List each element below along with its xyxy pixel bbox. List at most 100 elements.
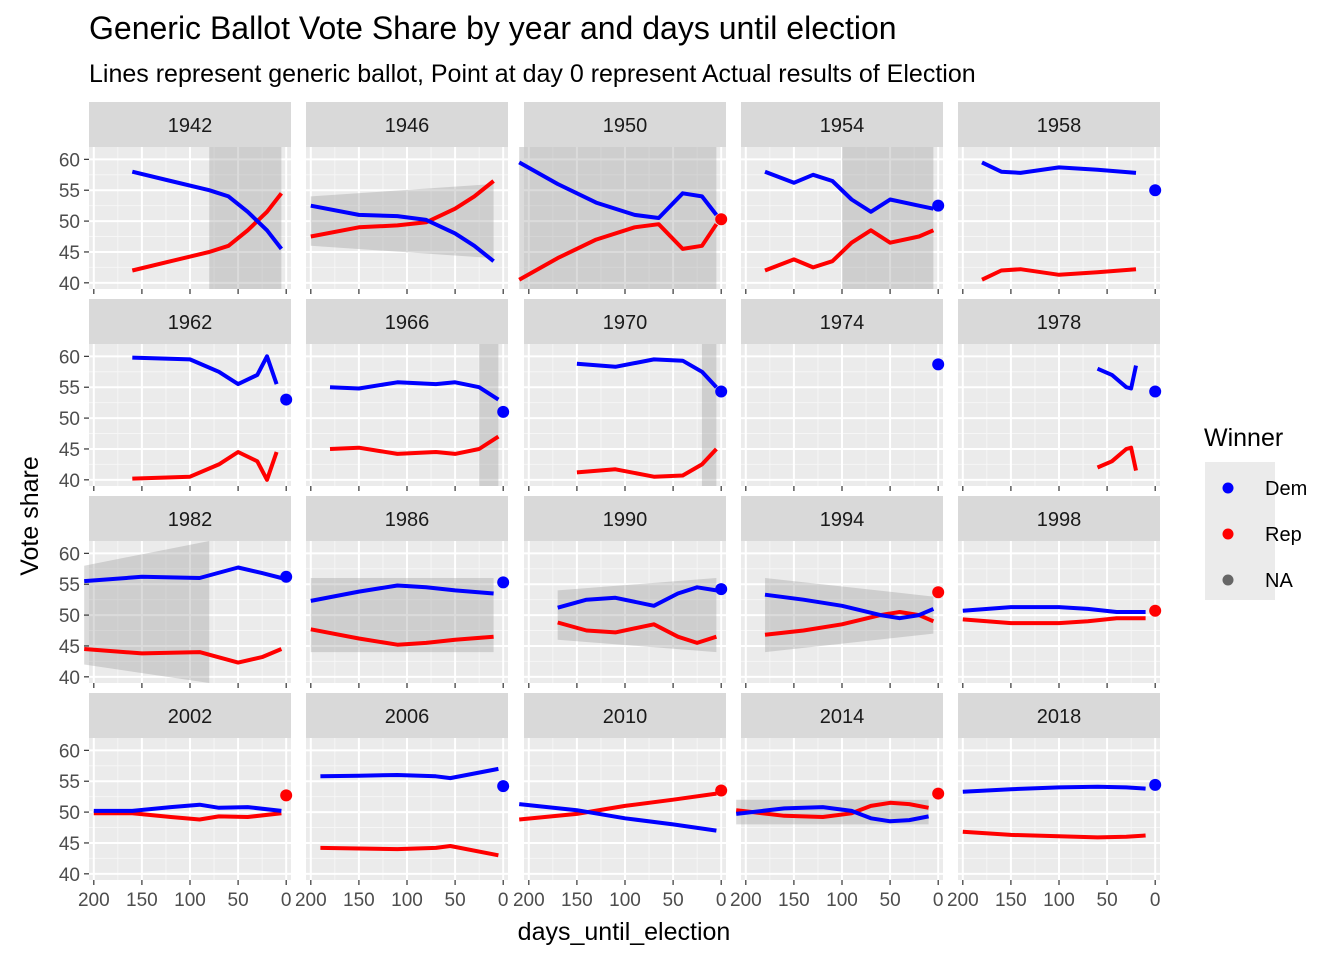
rep-series-line [310,179,495,239]
x-tick-label: 0 [716,890,727,911]
x-tick-label: 150 [561,890,593,911]
x-tick-label: 150 [126,890,158,911]
facet-strip [958,496,1160,541]
election-result-point [1149,385,1162,398]
dem-series-line [518,160,718,220]
y-tick-label: 50 [59,803,80,824]
legend-key-background [1205,462,1275,600]
facet-strip-label: 2006 [385,706,430,728]
facet-2018: 2018 200 150 100 50 0 [947,693,1162,911]
dem-series-line [981,160,1137,175]
confidence-band [310,578,494,653]
y-tick-label: 60 [59,150,80,171]
x-tick-label: 0 [933,890,944,911]
rep-series-line [576,447,718,479]
election-result-point [932,199,945,212]
facet-2014: 2014 200 150 100 50 0 [730,693,945,911]
election-result-point [497,576,510,589]
facet-2002: 2002 40 45 50 55 60 200 150 100 50 0 [59,693,293,911]
facet-strip-label: 1942 [168,115,213,137]
facet-1950: 1950 [518,102,728,294]
rep-series-line [962,829,1146,840]
x-tick-label: 150 [778,890,810,911]
facet-1946: 1946 [306,102,508,294]
facet-panels: 1942 40 45 50 55 60 1946 1950 1954 1958 1962 40 45 50… [59,102,1162,911]
chart-subtitle: Lines represent generic ballot, Point at… [89,60,976,88]
legend-key-rep [1222,528,1234,540]
x-tick-label: 100 [826,890,858,911]
dem-series-line [764,169,934,214]
x-tick-label: 200 [295,890,327,911]
facet-strip [524,693,726,738]
dem-series-line [962,784,1146,794]
x-tick-label: 100 [174,890,206,911]
election-result-point [497,780,510,793]
confidence-band [84,541,210,683]
confidence-band [310,184,494,259]
facet-strip-label: 1974 [820,312,865,334]
election-result-point [1149,184,1162,197]
facet-strip-label: 1962 [168,312,213,334]
rep-series-line [84,647,283,665]
facet-1958: 1958 [958,102,1162,294]
x-tick-label: 100 [1043,890,1075,911]
dem-series-line [132,354,279,387]
facet-strip-label: 2018 [1037,706,1082,728]
election-result-point [1149,778,1162,791]
facet-strip-label: 1986 [385,509,430,531]
dem-series-line [131,169,283,251]
facet-strip [306,102,508,147]
dem-series-line [320,766,499,781]
facet-1978: 1978 [958,299,1162,491]
dem-series-line [310,583,494,603]
election-result-point [932,586,945,599]
facet-strip-label: 1990 [603,509,648,531]
y-tick-label: 60 [59,741,80,762]
x-tick-label: 50 [1097,890,1118,911]
facet-strip [89,693,291,738]
facet-1990: 1990 [524,496,728,688]
x-axis-title: days_until_election [518,918,731,946]
y-tick-label: 45 [59,637,80,658]
dem-series-line [329,380,500,402]
x-tick-label: 50 [228,890,249,911]
election-result-point [280,570,293,583]
y-axis-title: Vote share [16,456,44,576]
facet-2010: 2010 200 150 100 50 0 [513,693,728,911]
election-result-point [715,385,728,398]
facet-strip [89,496,291,541]
rep-series-line [764,228,935,273]
confidence-band [519,147,717,289]
facet-strip [306,693,508,738]
facet-strip-label: 1970 [603,312,648,334]
confidence-band [765,578,934,653]
facet-1986: 1986 [306,496,510,688]
y-tick-label: 45 [59,243,80,264]
y-tick-label: 55 [59,772,80,793]
dem-series-line [764,592,935,621]
x-tick-label: 200 [947,890,979,911]
rep-series-line [519,791,717,822]
y-tick-label: 60 [59,544,80,565]
dem-series-line [557,585,717,610]
election-result-point [280,789,293,802]
y-tick-label: 55 [59,378,80,399]
rep-series-line [1096,445,1138,472]
election-result-point [1149,604,1162,617]
legend-label-na: NA [1265,570,1293,592]
rep-series-line [962,616,1146,626]
rep-series-line [310,627,494,647]
facet-strip-label: 1950 [603,115,648,137]
legend-label-rep: Rep [1265,524,1302,546]
rep-series-line [131,192,283,273]
x-tick-label: 100 [391,890,423,911]
x-tick-label: 0 [281,890,292,911]
y-tick-label: 45 [59,834,80,855]
x-tick-label: 50 [445,890,466,911]
confidence-band [209,147,282,289]
election-result-point [280,393,293,406]
facet-2006: 2006 200 150 100 50 0 [295,693,510,911]
facet-strip [958,102,1160,147]
legend: Winner Dem Rep NA [1204,424,1307,600]
y-tick-label: 55 [59,181,80,202]
